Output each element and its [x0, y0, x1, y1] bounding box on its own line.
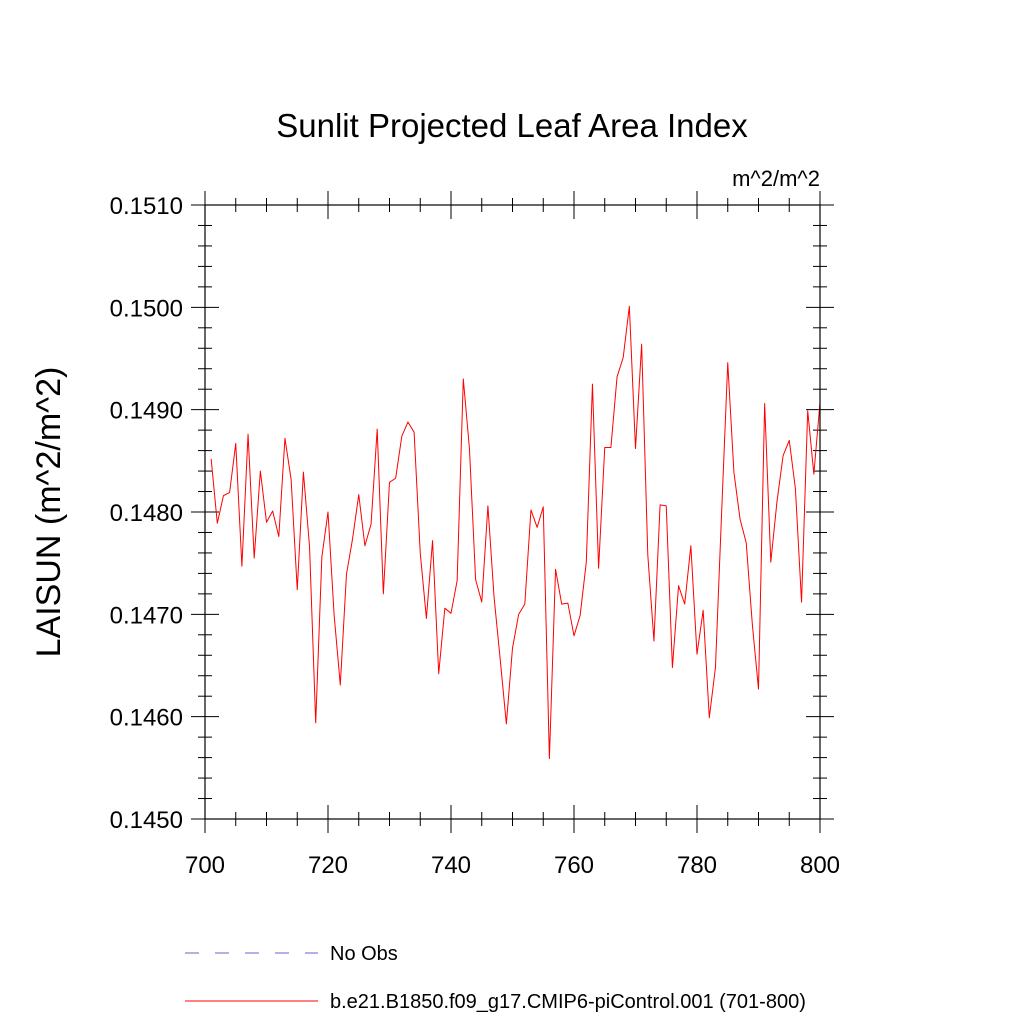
- major-ticks: [191, 191, 834, 833]
- x-tick-label: 780: [677, 852, 717, 879]
- y-tick-labels: 0.1450 0.1460 0.1470 0.1480 0.1490 0.1500 0.15…: [110, 193, 183, 834]
- x-tick-labels: 700 720 740 760 780 800: [185, 852, 840, 879]
- plot-frame: [204, 204, 821, 820]
- legend-no-obs-label: No Obs: [330, 943, 398, 965]
- x-tick-label: 720: [308, 852, 348, 879]
- x-tick-label: 740: [431, 852, 471, 879]
- minor-ticks: [198, 198, 827, 826]
- y-tick-label: 0.1480: [110, 500, 183, 527]
- x-tick-label: 800: [800, 852, 840, 879]
- x-tick-label: 700: [185, 852, 225, 879]
- legend-picontrol-label: b.e21.B1850.f09_g17.CMIP6-piControl.001 …: [330, 991, 806, 1013]
- units-label: m^2/m^2: [732, 166, 820, 191]
- y-tick-label: 0.1490: [110, 398, 183, 425]
- y-tick-label: 0.1470: [110, 602, 183, 629]
- y-tick-label: 0.1510: [110, 193, 183, 220]
- y-axis-label: LAISUN (m^2/m^2): [30, 367, 68, 658]
- y-tick-label: 0.1460: [110, 705, 183, 732]
- y-tick-label: 0.1500: [110, 295, 183, 322]
- y-tick-label: 0.1450: [110, 807, 183, 834]
- x-tick-label: 760: [554, 852, 594, 879]
- series-line-piControl: [210, 305, 821, 760]
- legend: No Obs b.e21.B1850.f09_g17.CMIP6-piContr…: [185, 943, 806, 1013]
- chart-title: Sunlit Projected Leaf Area Index: [276, 107, 748, 144]
